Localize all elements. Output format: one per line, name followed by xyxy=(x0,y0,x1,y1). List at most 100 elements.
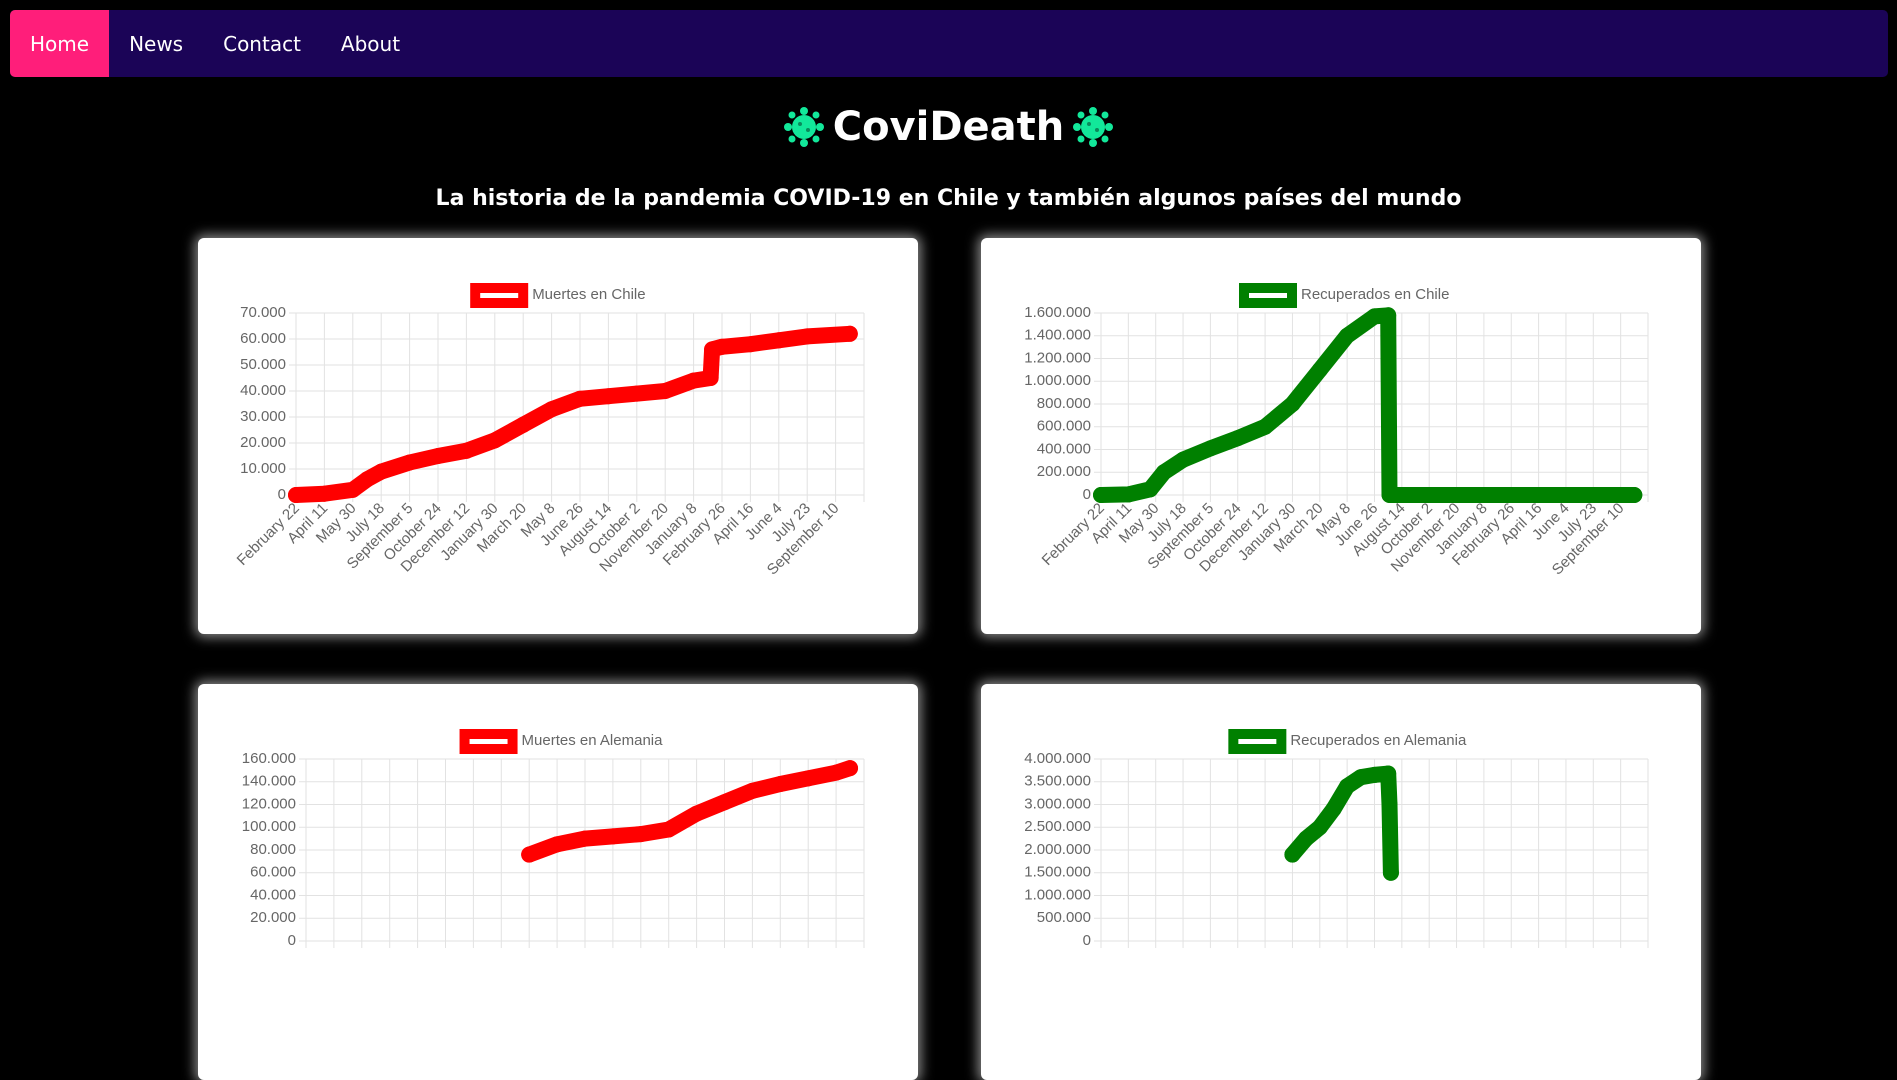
legend-swatch-inner xyxy=(1238,739,1277,744)
y-tick-label: 1.000.000 xyxy=(1024,886,1091,903)
y-tick-label: 30.000 xyxy=(240,408,286,425)
data-point xyxy=(1339,327,1356,344)
series-line xyxy=(1093,307,1643,503)
data-point xyxy=(1155,464,1172,481)
data-point xyxy=(430,448,446,464)
data-point xyxy=(660,821,677,838)
page-title: CoviDeath xyxy=(0,104,1897,150)
data-point xyxy=(1298,830,1315,847)
y-tick-label: 500.000 xyxy=(1037,909,1091,926)
legend-label: Recuperados en Alemania xyxy=(1290,732,1467,749)
legend-label: Muertes en Alemania xyxy=(522,732,664,749)
y-tick-label: 1.500.000 xyxy=(1024,864,1091,881)
y-tick-label: 60.000 xyxy=(240,330,286,347)
series-line xyxy=(1284,765,1399,881)
data-point xyxy=(1175,451,1192,468)
data-point xyxy=(1257,418,1274,435)
y-tick-label: 400.000 xyxy=(1037,440,1091,457)
data-point xyxy=(688,805,705,822)
chart-card-recovered-chile: Recuperados en Chile 0 200.000 400.000 600.0… xyxy=(981,238,1701,634)
data-point xyxy=(1120,486,1137,503)
y-tick-label: 100.000 xyxy=(242,818,296,835)
y-tick-label: 80.000 xyxy=(250,841,296,858)
data-point xyxy=(1381,796,1398,813)
y-tick-label: 20.000 xyxy=(240,434,286,451)
nav-contact[interactable]: Contact xyxy=(223,31,301,56)
data-point xyxy=(486,432,503,449)
data-point xyxy=(685,372,702,389)
y-tick-label: 140.000 xyxy=(242,773,296,790)
y-tick-label: 120.000 xyxy=(242,795,296,812)
data-point xyxy=(1093,487,1109,503)
page-subtitle: La historia de la pandemia COVID-19 en C… xyxy=(435,186,1462,211)
data-point xyxy=(359,471,375,488)
y-tick-label: 200.000 xyxy=(1037,463,1091,480)
nav-about[interactable]: About xyxy=(340,31,401,56)
y-tick-label: 0 xyxy=(1083,486,1091,503)
legend-swatch-inner xyxy=(1249,293,1287,298)
y-tick-label: 50.000 xyxy=(240,356,286,373)
data-point xyxy=(604,828,621,845)
data-point xyxy=(714,338,730,355)
data-point xyxy=(657,383,674,399)
data-point xyxy=(744,782,761,799)
legend-label: Recuperados en Chile xyxy=(1301,286,1449,303)
y-tick-label: 1.600.000 xyxy=(1024,304,1091,321)
data-point xyxy=(1142,481,1159,498)
data-point xyxy=(1503,487,1520,503)
y-tick-label: 1.200.000 xyxy=(1024,349,1091,366)
nav-home[interactable]: Home xyxy=(10,10,110,77)
legend-swatch-inner xyxy=(469,739,508,744)
data-point xyxy=(770,332,787,349)
data-point xyxy=(572,390,588,407)
chart-recovered-chile: Recuperados en Chile 0 200.000 400.000 600.0… xyxy=(1024,283,1649,578)
chart-deaths-chile: Muertes en Chile 0 10.000 20.000 30.000 40.00… xyxy=(234,283,865,578)
data-point xyxy=(628,385,645,402)
data-point xyxy=(1382,864,1399,881)
data-point xyxy=(841,325,858,342)
chart-deaths-germany: Muertes en Alemania 0 20.000 40.000 60.000 80… xyxy=(242,729,865,949)
y-tick-label: 1.400.000 xyxy=(1024,327,1091,344)
y-tick-label: 60.000 xyxy=(250,864,296,881)
data-point xyxy=(828,764,845,781)
nav-news[interactable]: News xyxy=(129,31,184,56)
data-point xyxy=(799,328,816,345)
y-tick-label: 1.000.000 xyxy=(1024,372,1091,389)
y-tick-label: 2.500.000 xyxy=(1024,818,1091,835)
y-tick-label: 0 xyxy=(1083,932,1091,949)
data-point xyxy=(632,826,649,843)
data-point xyxy=(401,454,418,471)
chart-card-deaths-chile: Muertes en Chile 0 10.000 20.000 30.000 40.00… xyxy=(198,238,918,634)
data-point xyxy=(1380,765,1397,782)
data-point xyxy=(1381,487,1398,503)
chart-recovered-germany: Recuperados en Alemania 0 500.000 1.000.000… xyxy=(1024,729,1649,949)
chart-card-deaths-germany: Muertes en Alemania 0 20.000 40.000 60.000 80… xyxy=(198,684,918,1080)
y-tick-label: 40.000 xyxy=(250,886,296,903)
y-tick-label: 20.000 xyxy=(250,909,296,926)
y-tick-label: 160.000 xyxy=(242,750,296,767)
data-point xyxy=(1325,801,1342,818)
virus-icon xyxy=(783,106,825,148)
data-point xyxy=(716,794,733,811)
y-tick-label: 2.000.000 xyxy=(1024,841,1091,858)
data-point xyxy=(1366,308,1383,325)
data-point xyxy=(842,760,859,777)
chart-card-recovered-germany: Recuperados en Alemania 0 500.000 1.000.000… xyxy=(981,684,1701,1080)
y-tick-label: 0 xyxy=(278,486,286,503)
data-point xyxy=(800,770,817,787)
data-point xyxy=(1284,396,1301,412)
data-point xyxy=(577,830,593,847)
data-point xyxy=(742,336,759,353)
data-point xyxy=(1352,769,1369,786)
data-point xyxy=(288,487,304,503)
data-point xyxy=(521,846,538,863)
data-point xyxy=(1202,440,1219,457)
data-point xyxy=(1311,361,1328,378)
legend-swatch-inner xyxy=(480,293,519,298)
virus-icon xyxy=(1072,106,1114,148)
y-tick-label: 3.000.000 xyxy=(1024,795,1091,812)
data-point xyxy=(772,776,789,793)
data-point xyxy=(344,481,361,498)
data-point xyxy=(600,388,617,405)
data-point xyxy=(543,401,560,418)
